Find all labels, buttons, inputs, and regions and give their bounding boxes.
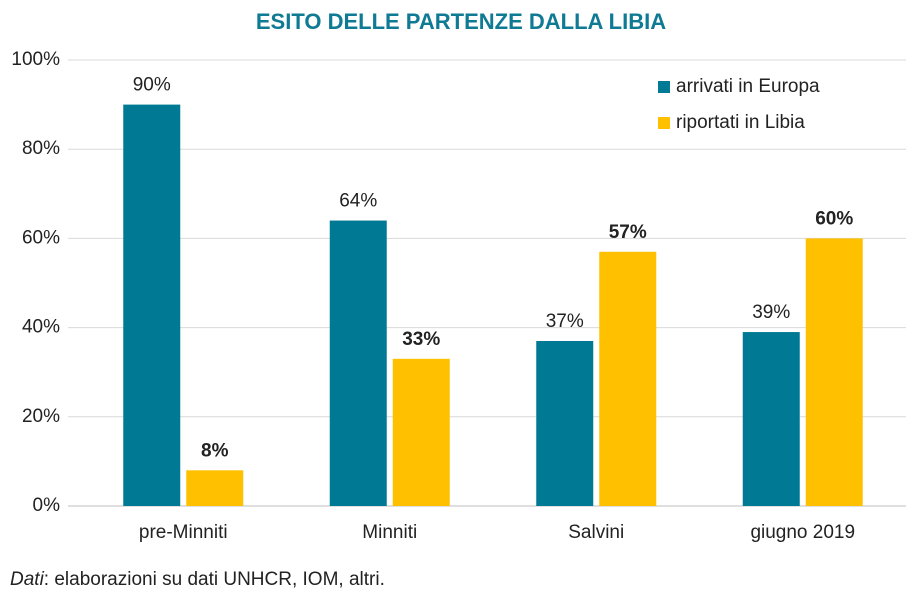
source-note: Dati: elaborazioni su dati UNHCR, IOM, a… [10, 569, 385, 590]
bar [392, 358, 450, 506]
y-tick-label: 0% [33, 495, 61, 516]
y-tick-label: 80% [22, 138, 60, 159]
value-label: 60% [815, 208, 853, 229]
y-tick-label: 100% [11, 49, 60, 70]
value-label: 57% [609, 222, 647, 243]
bar [536, 340, 594, 506]
value-label: 37% [546, 311, 584, 332]
value-label: 90% [133, 75, 171, 96]
value-label: 64% [339, 191, 377, 212]
legend-label: arrivati in Europa [676, 76, 820, 97]
bar [123, 104, 181, 506]
x-tick-label: Minniti [362, 522, 417, 543]
y-tick-label: 40% [22, 317, 60, 338]
source-text: : elaborazioni su dati UNHCR, IOM, altri… [44, 569, 385, 590]
value-label: 39% [752, 302, 790, 323]
x-tick-label: giugno 2019 [750, 522, 855, 543]
bar [805, 238, 863, 506]
y-tick-label: 20% [22, 406, 60, 427]
bar [329, 220, 387, 506]
legend-swatch [658, 117, 670, 129]
x-tick-label: pre-Minniti [139, 522, 228, 543]
bar [186, 470, 244, 506]
y-tick-label: 60% [22, 227, 60, 248]
legend-label: riportati in Libia [676, 112, 805, 133]
bar [599, 251, 657, 506]
bar [742, 332, 800, 506]
chart-title: ESITO DELLE PARTENZE DALLA LIBIA [256, 9, 666, 34]
value-label: 33% [402, 329, 440, 350]
legend-swatch [658, 81, 670, 93]
x-tick-label: Salvini [568, 522, 624, 543]
source-label: Dati [10, 569, 45, 590]
value-label: 8% [201, 440, 229, 461]
